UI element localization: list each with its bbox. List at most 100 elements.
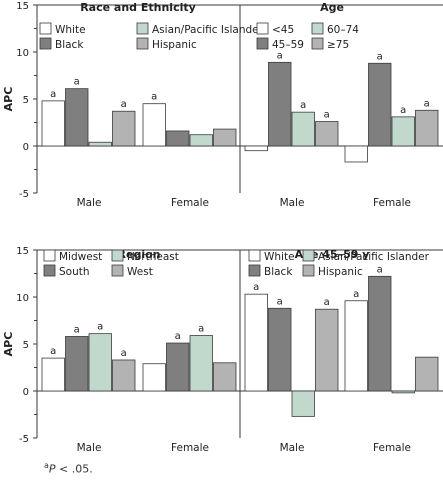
legend-label: West [127, 266, 153, 278]
legend-label: Hispanic [152, 39, 197, 51]
footnote-marker: a [44, 461, 49, 470]
bar [315, 308, 339, 392]
legend-label: <45 [272, 24, 294, 36]
x-category-label: Male [280, 442, 305, 454]
bar [112, 110, 136, 147]
bar [213, 362, 237, 392]
bar [268, 61, 292, 147]
y-tick-label: 0 [23, 142, 29, 153]
legend-label: ≥75 [327, 39, 349, 51]
significance-label: a [277, 50, 283, 61]
significance-label: a [97, 322, 103, 333]
legend-swatch [302, 264, 315, 277]
panel-2: Region Midwest South Northeast West a a a a Male a… [41, 248, 237, 454]
panel-title: Region [118, 248, 161, 261]
bar [315, 121, 339, 147]
bar [166, 342, 190, 392]
bar [88, 141, 112, 147]
legend-swatch [136, 37, 149, 50]
bar [41, 100, 65, 147]
bar [189, 335, 213, 392]
bar [244, 293, 268, 392]
y-tick-label: 5 [23, 95, 29, 106]
bar [291, 111, 315, 147]
significance-label: a [175, 331, 181, 342]
significance-label: a [50, 346, 56, 357]
legend-label: Black [264, 266, 293, 278]
y-tick-label: -5 [19, 189, 29, 200]
legend-swatch [111, 249, 124, 262]
legend-label: 60–74 [327, 24, 359, 36]
y-tick-label: -5 [19, 434, 29, 445]
panel-title: Age [320, 1, 344, 14]
footnote: aP < .05. [44, 461, 93, 476]
bar [391, 390, 415, 394]
panel-title: Race and Ethnicity [80, 1, 196, 14]
bar [391, 116, 415, 147]
bar [189, 134, 213, 147]
bar [368, 275, 392, 392]
bar [268, 307, 292, 392]
legend-swatch [311, 22, 324, 35]
legend-swatch [248, 264, 261, 277]
y-tick-label: 0 [23, 387, 29, 398]
footnote-text: < .05. [55, 462, 93, 476]
bar [344, 300, 368, 392]
significance-label: a [121, 348, 127, 359]
bar [142, 363, 166, 392]
bar [244, 145, 268, 152]
legend-label: 45–59 [272, 39, 304, 51]
significance-label: a [377, 264, 383, 275]
legend-label: South [59, 266, 90, 278]
significance-label: a [74, 324, 80, 335]
x-category-label: Female [171, 197, 209, 209]
bar [368, 62, 392, 147]
significance-label: a [324, 110, 330, 121]
legend-label: Northeast [127, 251, 179, 263]
x-category-label: Female [373, 197, 411, 209]
legend-swatch [111, 264, 124, 277]
x-category-label: Male [77, 197, 102, 209]
significance-label: a [198, 324, 204, 335]
significance-label: a [151, 92, 157, 103]
legend-swatch [256, 37, 269, 50]
bar [41, 357, 65, 392]
y-axis-label: APC [2, 332, 15, 357]
legend-swatch [256, 22, 269, 35]
legend-swatch [248, 249, 261, 262]
significance-label: a [253, 282, 259, 293]
panel-1: Age <45 45–59 60–74 ≥75 a a a Male a a a Female [244, 1, 439, 209]
legend-swatch [136, 22, 149, 35]
bar [65, 336, 89, 392]
x-category-label: Female [171, 442, 209, 454]
bar [142, 103, 166, 147]
bar [291, 390, 315, 417]
y-tick-label: 15 [16, 246, 29, 257]
legend-label: Asian/Pacific Islander [318, 251, 430, 263]
significance-label: a [277, 296, 283, 307]
significance-label: a [324, 297, 330, 308]
significance-label: a [50, 89, 56, 100]
legend-label: Midwest [59, 251, 102, 263]
legend-label: Hispanic [318, 266, 363, 278]
x-category-label: Female [373, 442, 411, 454]
legend-label: Black [55, 39, 84, 51]
significance-label: a [400, 105, 406, 116]
legend-swatch [39, 22, 52, 35]
y-tick-label: 15 [16, 1, 29, 12]
significance-label: a [121, 99, 127, 110]
bar [415, 109, 439, 147]
significance-label: a [74, 77, 80, 88]
significance-label: a [353, 289, 359, 300]
bar [65, 88, 89, 147]
y-tick-label: 10 [16, 48, 29, 59]
panel-0: Race and Ethnicity White Black Asian/Pacifi… [39, 1, 264, 209]
bar [112, 359, 136, 392]
bar [166, 130, 190, 147]
legend-label: Asian/Pacific Islander [152, 24, 264, 36]
y-tick-label: 10 [16, 293, 29, 304]
y-tick-label: 5 [23, 340, 29, 351]
legend-swatch [43, 249, 56, 262]
bar [344, 145, 368, 163]
